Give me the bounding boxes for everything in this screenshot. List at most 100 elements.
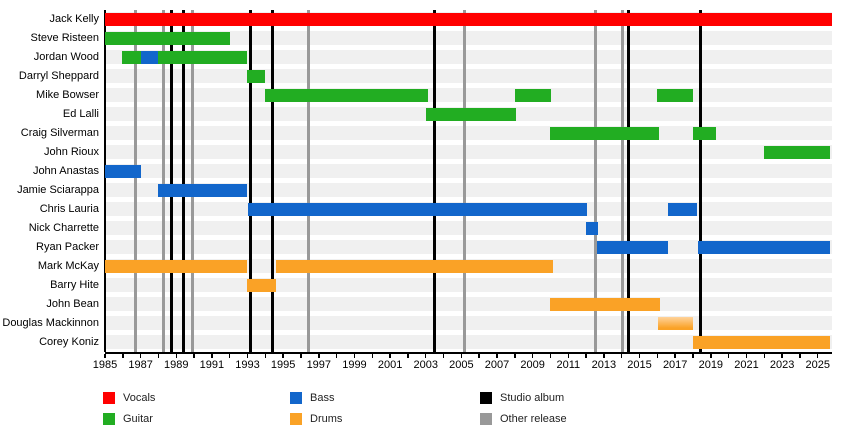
release-line-other-release bbox=[190, 10, 194, 352]
member-label: Nick Charrette bbox=[28, 222, 99, 234]
x-axis-tick bbox=[282, 353, 284, 358]
x-axis-tick bbox=[549, 353, 552, 358]
x-axis-tick bbox=[656, 353, 659, 358]
timeline-bar-guitar bbox=[425, 108, 516, 121]
legend-label: Vocals bbox=[123, 392, 156, 404]
member-label: Jack Kelly bbox=[49, 13, 99, 25]
release-line-other-release bbox=[621, 10, 625, 352]
x-axis-tick-label: 1985 bbox=[92, 359, 118, 371]
x-axis-tick bbox=[478, 353, 480, 358]
row-stripe bbox=[105, 164, 832, 178]
x-axis-tick bbox=[335, 353, 338, 358]
x-axis-tick bbox=[567, 353, 570, 358]
x-axis-tick-label: 2001 bbox=[377, 359, 403, 371]
x-axis-tick-label: 2017 bbox=[662, 359, 688, 371]
timeline-bar-bass bbox=[586, 222, 598, 235]
row-stripe bbox=[105, 50, 832, 64]
x-axis-tick bbox=[246, 353, 249, 358]
x-axis-tick bbox=[353, 353, 356, 358]
legend-swatch-other_release bbox=[480, 413, 492, 425]
x-axis-tick-label: 1997 bbox=[306, 359, 332, 371]
x-axis-tick-label: 2011 bbox=[556, 359, 581, 371]
x-axis-tick bbox=[585, 353, 587, 358]
legend-label: Other release bbox=[500, 413, 567, 425]
x-axis-tick-label: 2021 bbox=[734, 359, 759, 371]
timeline-bar-guitar bbox=[246, 70, 266, 83]
legend-label: Studio album bbox=[500, 392, 565, 404]
x-axis-tick bbox=[531, 353, 534, 358]
legend-label: Bass bbox=[310, 392, 335, 404]
timeline-bar-guitar bbox=[514, 89, 552, 102]
timeline-bar-guitar bbox=[657, 89, 693, 102]
x-axis-tick-label: 2023 bbox=[769, 359, 795, 371]
x-axis-tick bbox=[638, 353, 641, 358]
x-axis-tick bbox=[193, 353, 195, 358]
x-axis-tick bbox=[300, 353, 302, 358]
release-line-other-release bbox=[162, 10, 166, 352]
member-label: Corey Koniz bbox=[39, 336, 99, 348]
release-line-studio-album bbox=[627, 10, 631, 352]
x-axis-tick bbox=[211, 353, 213, 358]
legend-label: Drums bbox=[310, 413, 343, 425]
x-axis-tick bbox=[620, 353, 623, 358]
x-axis-tick-label: 2009 bbox=[520, 359, 545, 371]
x-axis-tick bbox=[745, 353, 748, 358]
x-axis-baseline bbox=[105, 352, 832, 354]
x-axis-tick bbox=[407, 353, 409, 358]
member-label: Ed Lalli bbox=[62, 108, 99, 120]
legend-swatch-guitar bbox=[103, 413, 115, 425]
y-axis-line bbox=[104, 10, 106, 352]
timeline-bar-bass bbox=[105, 165, 141, 178]
member-label: John Bean bbox=[46, 298, 99, 310]
x-axis-tick bbox=[710, 353, 712, 358]
member-label: Mike Bowser bbox=[36, 89, 99, 101]
x-axis-tick bbox=[514, 353, 516, 358]
row-stripe bbox=[105, 126, 832, 140]
x-axis-tick bbox=[371, 353, 374, 358]
row-stripe bbox=[105, 297, 832, 311]
x-axis-tick-label: 2019 bbox=[698, 359, 724, 371]
x-axis-tick bbox=[175, 353, 178, 358]
x-axis-tick bbox=[389, 353, 391, 358]
x-axis-tick-label: 1993 bbox=[235, 359, 260, 371]
timeline-bar-bass bbox=[668, 203, 698, 216]
x-axis-tick bbox=[603, 353, 605, 358]
row-stripe bbox=[105, 335, 832, 349]
release-line-studio-album bbox=[433, 10, 437, 352]
member-label: Ryan Packer bbox=[36, 241, 99, 253]
release-line-other-release bbox=[593, 10, 597, 352]
timeline-bar-guitar bbox=[764, 146, 831, 159]
timeline-bar-bass bbox=[158, 184, 247, 197]
row-stripe bbox=[105, 278, 832, 292]
release-line-studio-album bbox=[181, 10, 185, 352]
x-axis-tick-label: 2025 bbox=[805, 359, 830, 371]
timeline-bar-guitar bbox=[158, 51, 247, 64]
legend-label: Guitar bbox=[123, 413, 153, 425]
x-axis-tick-label: 1987 bbox=[128, 359, 153, 371]
timeline-bar-drums bbox=[276, 260, 554, 273]
x-axis-tick bbox=[264, 353, 267, 358]
member-label: Jordan Wood bbox=[33, 51, 99, 63]
member-label: Craig Silverman bbox=[20, 127, 99, 139]
x-axis-tick bbox=[442, 353, 445, 358]
member-label: Douglas Mackinnon bbox=[2, 317, 99, 329]
x-axis-tick bbox=[816, 353, 819, 358]
release-line-other-release bbox=[133, 10, 137, 352]
timeline-bar-guitar bbox=[693, 127, 717, 140]
x-axis-tick bbox=[228, 353, 231, 358]
timeline-bar-drums bbox=[550, 298, 661, 311]
x-axis-tick bbox=[122, 353, 124, 358]
x-axis-tick bbox=[799, 353, 801, 358]
x-axis-tick bbox=[781, 353, 783, 358]
timeline-bar-drums bbox=[658, 317, 693, 330]
timeline-bar-guitar bbox=[550, 127, 660, 140]
member-label: Steve Risteen bbox=[30, 32, 99, 44]
legend-swatch-vocals bbox=[103, 392, 115, 404]
x-axis-tick bbox=[496, 353, 498, 358]
x-axis-tick-label: 2013 bbox=[591, 359, 617, 371]
x-axis-tick bbox=[692, 353, 694, 358]
x-axis-tick-label: 2015 bbox=[627, 359, 652, 371]
row-stripe bbox=[105, 316, 832, 330]
legend-swatch-bass bbox=[290, 392, 302, 404]
row-stripe bbox=[105, 145, 832, 159]
